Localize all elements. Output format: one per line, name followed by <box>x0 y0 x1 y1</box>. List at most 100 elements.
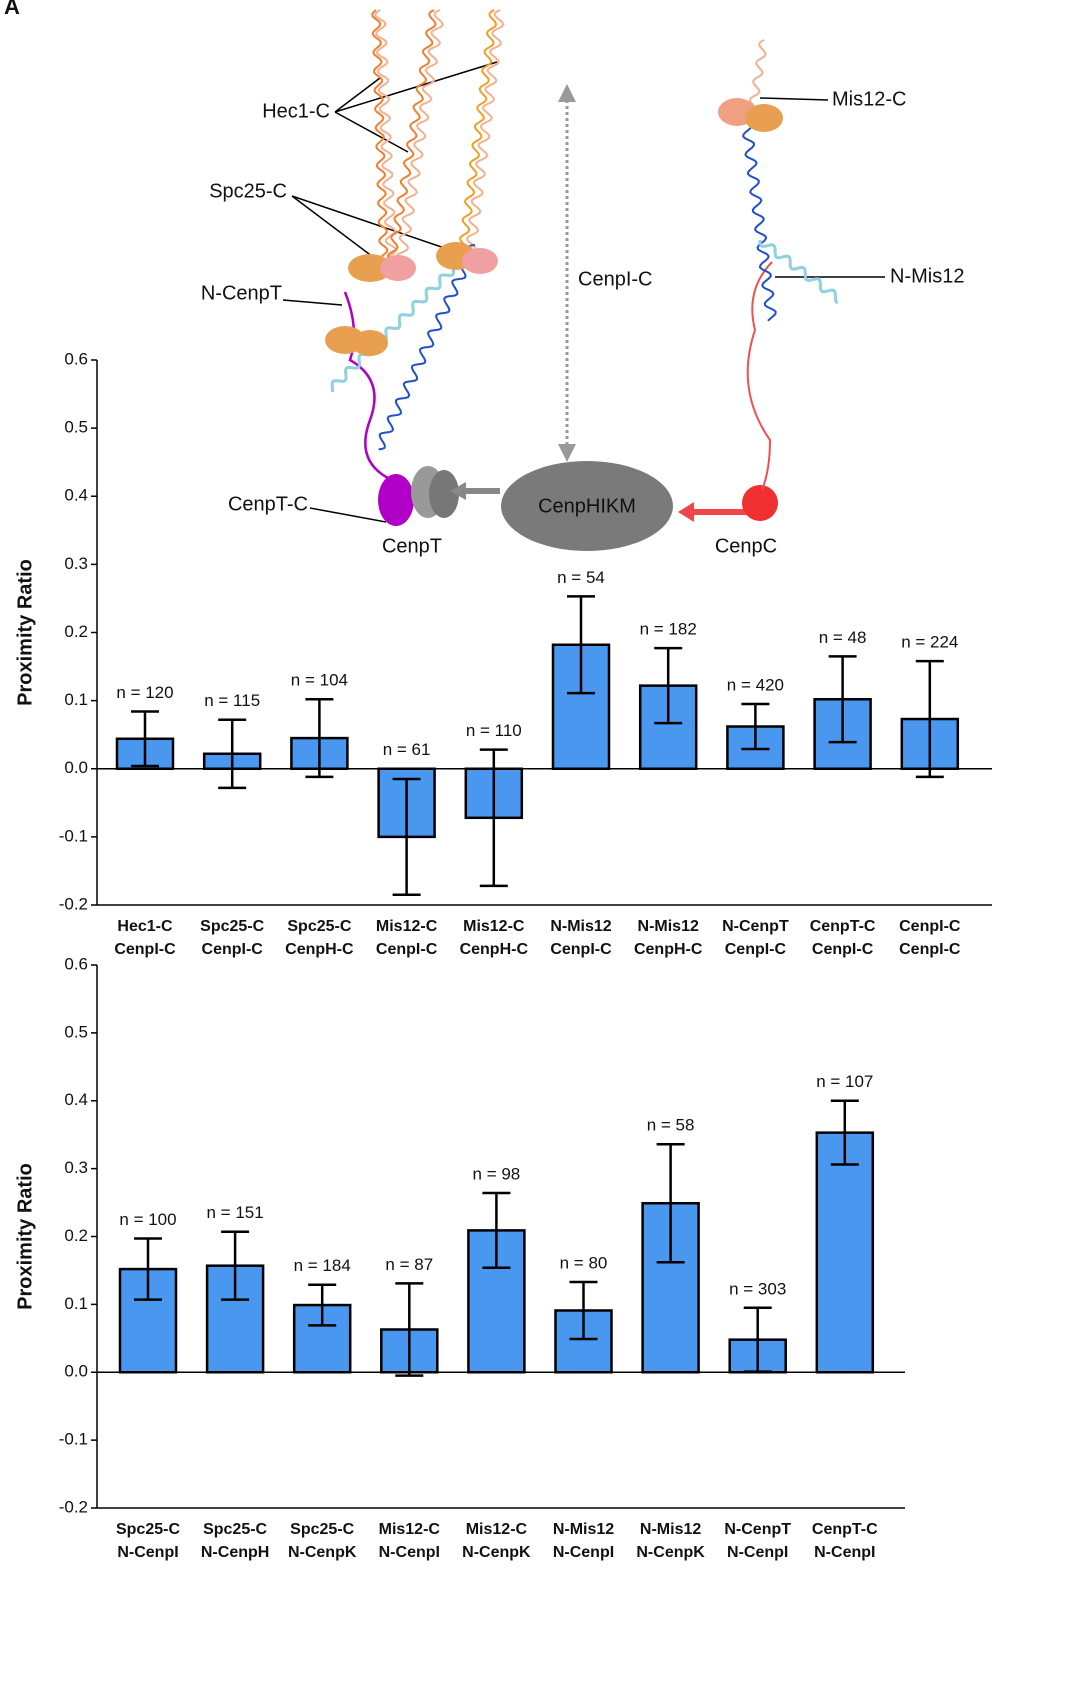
y-tick-label: 0.5 <box>64 418 88 437</box>
sample-size: n = 61 <box>383 740 431 759</box>
x-tick-label: N-Mis12 <box>638 918 699 935</box>
cenpt-subunit <box>429 470 459 518</box>
x-tick-label: Mis12-C <box>466 1521 528 1538</box>
cenpc-tail <box>748 262 772 490</box>
x-tick-label: CenpT-C <box>810 918 876 935</box>
cenpt-domain <box>378 474 414 526</box>
x-tick-label: N-CenpT <box>722 918 789 935</box>
diagram-label: CenpC <box>715 535 777 557</box>
x-tick-label: Spc25-C <box>200 918 264 935</box>
x-tick-label: N-Mis12 <box>640 1521 701 1538</box>
diagram-label: N-Mis12 <box>890 265 964 287</box>
helix <box>388 10 436 267</box>
x-tick-label: N-CenpK <box>288 1544 357 1561</box>
x-tick-label: N-CenpI <box>117 1544 178 1561</box>
sample-size: n = 58 <box>647 1116 695 1135</box>
x-tick-label: Spc25-C <box>116 1521 180 1538</box>
ovals <box>325 98 783 356</box>
diagram-label: CenpT <box>382 535 442 557</box>
sample-size: n = 54 <box>557 568 605 587</box>
sample-size: n = 420 <box>727 676 784 695</box>
y-axis-title: Proximity Ratio <box>14 559 36 706</box>
panel-label: A <box>4 0 20 19</box>
diagram-label: CenpHIKM <box>538 495 636 517</box>
sample-size: n = 151 <box>206 1203 263 1222</box>
sample-size: n = 87 <box>385 1255 433 1274</box>
helix <box>741 112 776 321</box>
helices <box>332 10 838 449</box>
arrow-head <box>678 502 694 522</box>
x-tick-label: Mis12-C <box>376 918 438 935</box>
y-tick-label: 0.3 <box>64 1158 88 1177</box>
sample-size: n = 303 <box>729 1279 786 1298</box>
x-tick-label: CenpI-C <box>812 941 874 958</box>
y-tick-label: -0.1 <box>59 1430 88 1449</box>
x-tick-label: CenpI-C <box>550 941 612 958</box>
y-tick-label: 0.4 <box>64 486 88 505</box>
cenpc-protein <box>742 485 778 521</box>
helix <box>397 10 443 268</box>
x-tick-label: CenpI-C <box>114 941 176 958</box>
y-tick-label: 0.0 <box>64 1362 88 1381</box>
y-tick-label: 0.5 <box>64 1022 88 1041</box>
y-tick-label: 0.1 <box>64 690 88 709</box>
y-tick-label: 0.1 <box>64 1294 88 1313</box>
x-tick-label: CenpH-C <box>285 941 354 958</box>
diagram-label: CenpT-C <box>228 493 308 515</box>
x-tick-label: Hec1-C <box>117 918 173 935</box>
x-tick-label: N-Mis12 <box>553 1521 614 1538</box>
y-tick-label: -0.1 <box>59 826 88 845</box>
helix <box>750 40 766 112</box>
sample-size: n = 182 <box>640 620 697 639</box>
y-tick-label: 0.4 <box>64 1090 88 1109</box>
bar <box>817 1133 873 1373</box>
x-tick-label: CenpT-C <box>812 1521 878 1538</box>
diagram-label: CenpI-C <box>578 268 652 290</box>
figure: Proximity Ratio 0.6 0.5 0.4 0.3 0.2 0.1 0.0 -0.1… <box>0 0 1077 1704</box>
x-tick-label: Spc25-C <box>287 918 351 935</box>
x-tick-label: N-CenpI <box>727 1544 788 1561</box>
x-tick-label: N-CenpK <box>636 1544 705 1561</box>
y-tick-label: 0.0 <box>64 758 88 777</box>
y-tick-label: 0.2 <box>64 1226 88 1245</box>
y-axis-title: Proximity Ratio <box>14 1163 36 1310</box>
x-tick-label: CenpI-C <box>376 941 438 958</box>
diagram-label: N-CenpT <box>201 282 282 304</box>
x-tick-label: Spc25-C <box>290 1521 354 1538</box>
sample-size: n = 224 <box>901 633 958 652</box>
y-tick-label: -0.2 <box>59 894 88 913</box>
sample-size: n = 107 <box>816 1072 873 1091</box>
y-tick-label: 0.6 <box>64 954 88 973</box>
x-tick-label: Mis12-C <box>379 1521 441 1538</box>
x-tick-label: Spc25-C <box>203 1521 267 1538</box>
sample-size: n = 100 <box>119 1210 176 1229</box>
x-tick-label: CenpH-C <box>460 941 529 958</box>
diagram-label: Spc25-C <box>209 180 287 202</box>
sample-size: n = 80 <box>560 1253 608 1272</box>
arrow-head <box>558 84 576 462</box>
diagram: A Hec1-C Spc25-C N-CenpT CenpT-C CenpT C… <box>4 0 964 557</box>
sample-size: n = 184 <box>294 1256 351 1275</box>
x-tick-label: N-CenpK <box>462 1544 531 1561</box>
x-tick-label: N-CenpI <box>379 1544 440 1561</box>
helix <box>460 10 496 254</box>
diagram-label: Mis12-C <box>832 88 906 110</box>
sample-size: n = 104 <box>291 671 348 690</box>
sample-size: n = 98 <box>473 1165 521 1184</box>
diagram-label: Hec1-C <box>262 100 330 122</box>
x-tick-label: CenpI-C <box>899 941 961 958</box>
x-tick-label: CenpH-C <box>634 941 703 958</box>
sample-size: n = 48 <box>819 628 867 647</box>
y-tick-label: -0.2 <box>59 1497 88 1516</box>
x-tick-label: Mis12-C <box>463 918 525 935</box>
x-tick-label: N-CenpI <box>553 1544 614 1561</box>
leader-lines <box>283 62 885 522</box>
cenpt-tail <box>345 292 388 478</box>
x-tick-label: N-CenpT <box>724 1521 791 1538</box>
sample-size: n = 115 <box>204 691 260 710</box>
x-tick-label: CenpI-C <box>899 918 961 935</box>
x-tick-label: N-CenpI <box>814 1544 875 1561</box>
helix <box>760 240 838 303</box>
x-tick-label: CenpI-C <box>202 941 264 958</box>
sample-size: n = 120 <box>116 683 173 702</box>
